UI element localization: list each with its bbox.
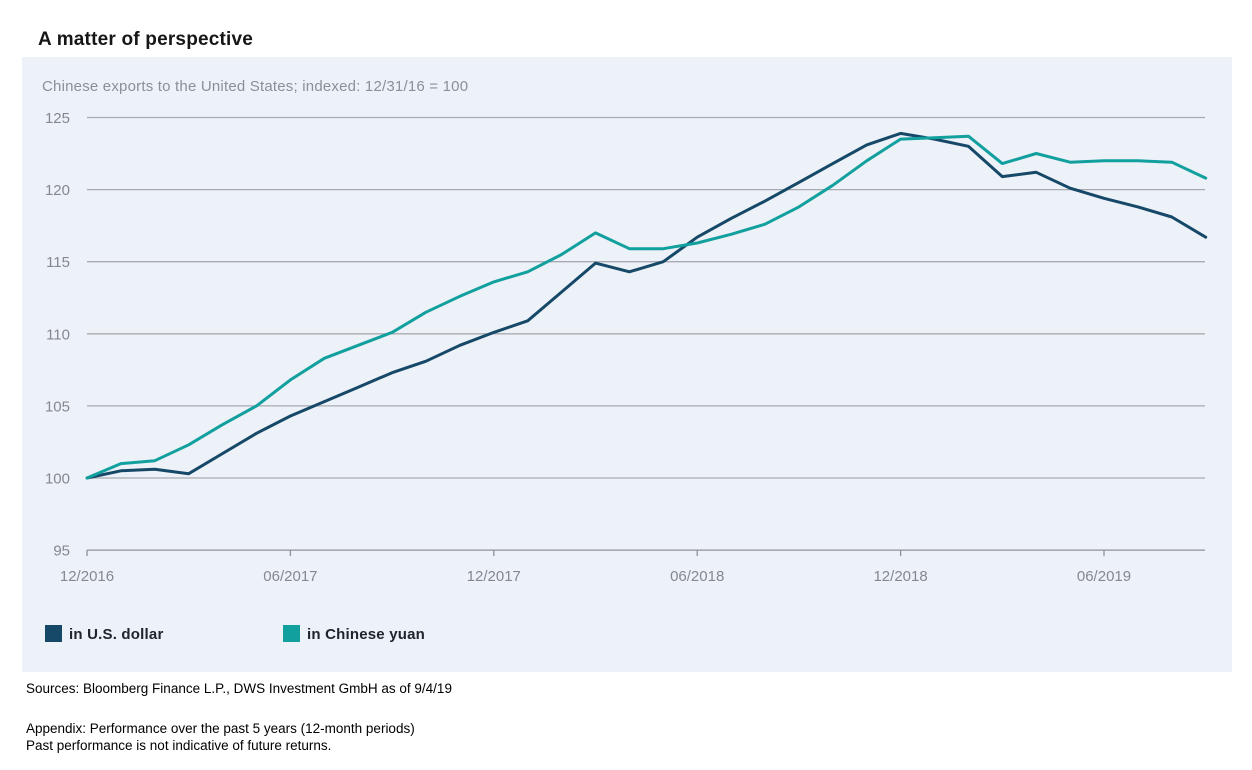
- y-tick-label: 95: [53, 543, 70, 560]
- y-tick-label: 110: [46, 326, 70, 343]
- y-tick-label: 100: [45, 471, 70, 488]
- y-tick-label: 120: [45, 182, 70, 199]
- x-tick-label: 06/2019: [1077, 568, 1131, 585]
- x-tick-label: 12/2017: [467, 568, 521, 585]
- chart-legend: in U.S. dollar in Chinese yuan: [22, 625, 1232, 655]
- series-yuan-line: [85, 134, 1208, 480]
- x-tick-label: 06/2017: [263, 568, 317, 585]
- legend-item-yuan: in Chinese yuan: [283, 625, 425, 643]
- x-tick-label: 12/2018: [873, 568, 927, 585]
- x-tick-label: 06/2018: [670, 568, 724, 585]
- series-usd-line: [85, 131, 1208, 480]
- y-tick-label: 105: [45, 398, 70, 415]
- footer-appendix: Appendix: Performance over the past 5 ye…: [26, 721, 415, 736]
- legend-item-usd: in U.S. dollar: [45, 625, 163, 643]
- line-chart: 95 100 105 110 115 120 125 12/2016 06/2017 12/201…: [45, 110, 1208, 585]
- y-tick-label: 115: [46, 254, 70, 271]
- legend-label-usd: in U.S. dollar: [69, 625, 164, 643]
- page-title: A matter of perspective: [38, 28, 254, 50]
- x-tick-label: 12/2016: [60, 568, 114, 585]
- footer-disclaimer: Past performance is not indicative of fu…: [26, 738, 332, 753]
- footer-sources: Sources: Bloomberg Finance L.P., DWS Inv…: [26, 681, 452, 696]
- usd-series-swatch: [45, 625, 62, 642]
- yuan-series-swatch: [283, 625, 300, 642]
- y-tick-label: 125: [45, 110, 70, 127]
- chart-subtitle: Chinese exports to the United States; in…: [42, 78, 469, 95]
- footer: Sources: Bloomberg Finance L.P., DWS Inv…: [26, 680, 452, 754]
- chart-panel: Chinese exports to the United States; in…: [22, 57, 1232, 672]
- legend-label-yuan: in Chinese yuan: [307, 625, 426, 643]
